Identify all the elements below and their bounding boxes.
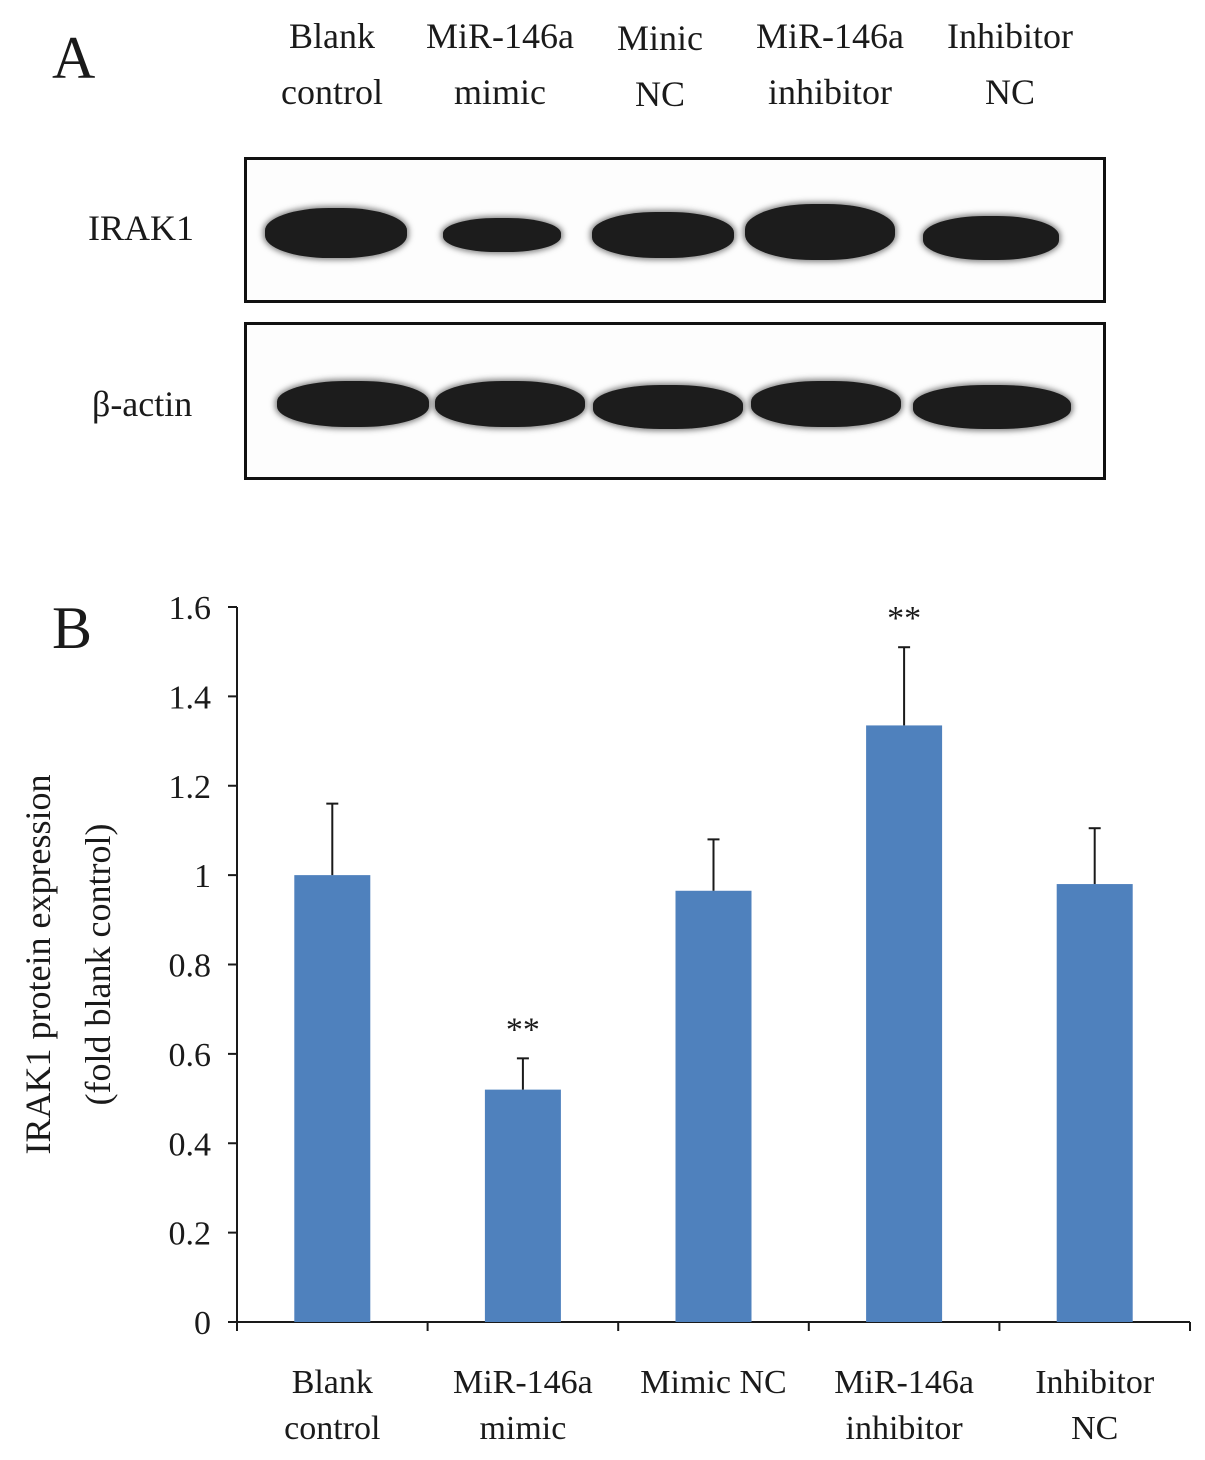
y-tick-label: 0.2	[169, 1216, 212, 1253]
y-tick-label: 0.8	[169, 948, 212, 985]
bar	[675, 890, 752, 1322]
band-actin-inhibitor-nc	[913, 385, 1071, 429]
significance-marker: **	[506, 1011, 540, 1048]
lane-label-mir146a-mimic: MiR-146a mimic	[410, 8, 590, 120]
lane-label-line2: NC	[634, 74, 685, 114]
band-irak1-blank-control	[265, 208, 407, 258]
blot-row-label-beta-actin: β-actin	[92, 384, 193, 424]
band-actin-minic-nc	[593, 385, 743, 429]
y-tick-label: 0	[194, 1305, 211, 1342]
lane-label-minic-nc: Minic NC	[600, 10, 720, 122]
blot-row-label-irak1: IRAK1	[88, 208, 194, 248]
blot-irak1	[244, 157, 1106, 303]
lane-label-line1: Minic	[617, 18, 703, 58]
lane-label-line1: Blank	[289, 16, 375, 56]
bar	[1056, 884, 1133, 1322]
y-tick-label: 1	[194, 858, 211, 895]
lane-label-line2: inhibitor	[768, 72, 892, 112]
x-tick-label: MiR-146a	[834, 1364, 974, 1401]
x-tick-label: Mimic NC	[640, 1364, 786, 1401]
lane-label-mir146a-inhibitor: MiR-146a inhibitor	[740, 8, 920, 120]
y-tick-label: 1.4	[169, 679, 212, 716]
band-irak1-mir146a-inhibitor	[745, 204, 895, 260]
lane-label-inhibitor-nc: Inhibitor NC	[930, 8, 1090, 120]
significance-marker: **	[887, 600, 921, 637]
bar	[866, 725, 943, 1322]
x-tick-label: NC	[1071, 1410, 1118, 1447]
y-tick-label: 0.6	[169, 1037, 212, 1074]
y-tick-label: 1.2	[169, 769, 212, 806]
x-tick-label: mimic	[479, 1410, 566, 1447]
y-axis-label-sub: (fold blank control)	[78, 824, 118, 1106]
panel-a-letter: A	[52, 25, 96, 91]
band-actin-blank-control	[277, 381, 429, 427]
x-tick-label: Inhibitor	[1035, 1364, 1155, 1401]
x-tick-label: Blank	[292, 1364, 373, 1401]
lane-label-line2: control	[281, 72, 383, 112]
blot-beta-actin	[244, 322, 1106, 480]
bar	[294, 875, 371, 1322]
lane-label-line1: MiR-146a	[756, 16, 904, 56]
x-tick-label: inhibitor	[846, 1410, 964, 1447]
bar-chart: 0 0.2 0.4 0.6 0.8 1 1.2 1.4 1.6 IRAK1 protein exp…	[18, 590, 1191, 1447]
lane-label-line1: MiR-146a	[426, 16, 574, 56]
band-irak1-inhibitor-nc	[923, 216, 1059, 260]
x-tick-label: MiR-146a	[453, 1364, 593, 1401]
lane-label-line2: mimic	[454, 72, 546, 112]
band-actin-mir146a-inhibitor	[751, 381, 901, 427]
x-tick-label: control	[284, 1410, 380, 1447]
y-tick-label: 1.6	[169, 590, 212, 627]
band-actin-mir146a-mimic	[435, 381, 585, 427]
band-irak1-mir146a-mimic	[443, 218, 561, 252]
band-irak1-minic-nc	[592, 212, 734, 258]
lane-label-blank-control: Blank control	[262, 8, 402, 120]
panel-b-letter: B	[52, 595, 93, 661]
y-tick-label: 0.4	[169, 1126, 212, 1163]
bar	[484, 1089, 561, 1322]
y-axis-label: IRAK1 protein expression	[18, 775, 58, 1155]
lane-label-line1: Inhibitor	[947, 16, 1073, 56]
lane-label-line2: NC	[984, 72, 1035, 112]
